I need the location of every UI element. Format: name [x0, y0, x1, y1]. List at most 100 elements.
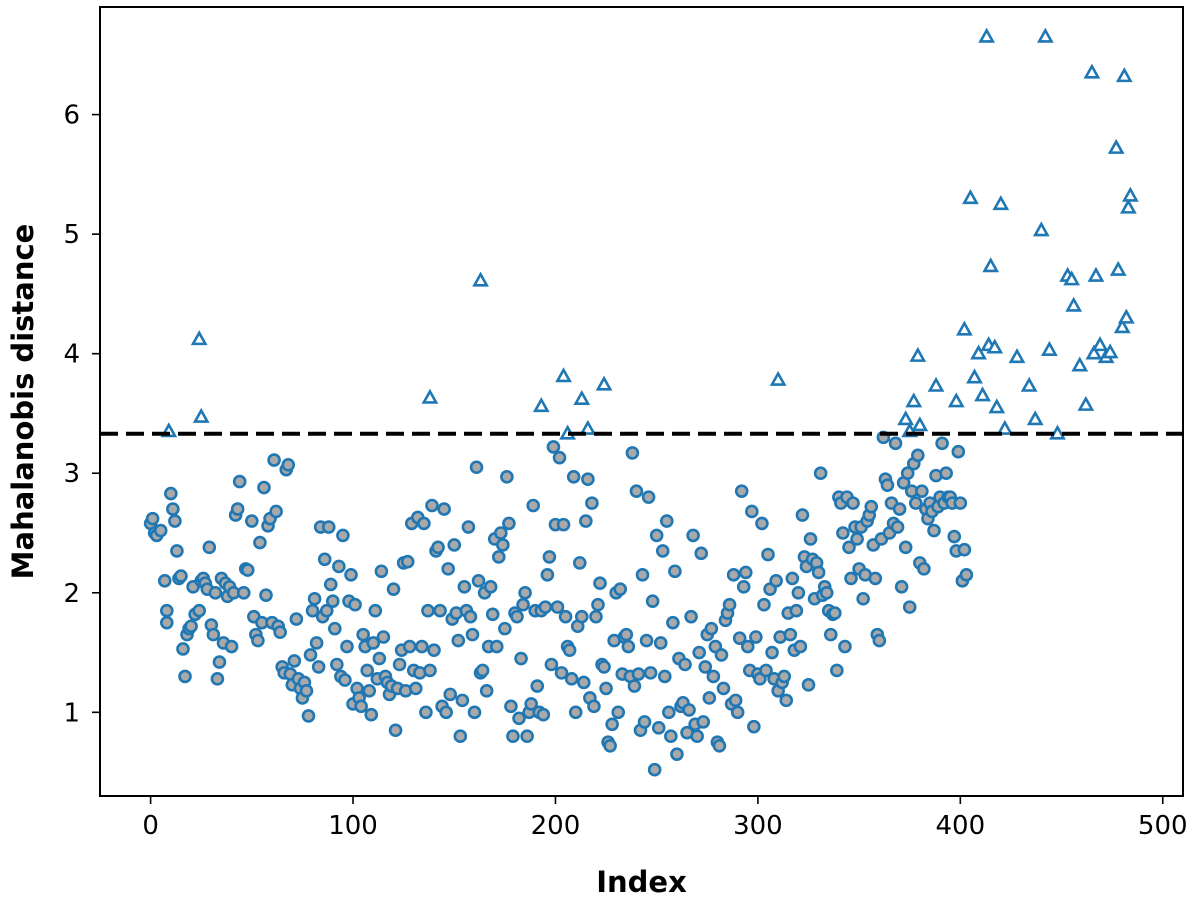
- data-point-circle: [408, 681, 423, 696]
- data-point-triangle: [1026, 410, 1044, 426]
- data-point-circle: [657, 669, 672, 684]
- data-point-triangle: [988, 398, 1006, 414]
- data-point-circle: [439, 705, 453, 720]
- plot-frame: [99, 6, 1184, 797]
- data-point-circle: [789, 603, 804, 618]
- data-points: [143, 27, 1139, 777]
- data-point-circle: [550, 600, 565, 614]
- data-point-circle: [686, 528, 700, 543]
- data-point-circle: [589, 609, 603, 624]
- data-point-circle: [433, 603, 447, 618]
- data-point-circle: [502, 516, 516, 531]
- data-point-circle: [564, 672, 579, 686]
- data-point-triangle: [909, 346, 927, 362]
- data-point-circle: [419, 705, 433, 720]
- data-point-circle: [506, 729, 520, 744]
- y-tick-label: 2: [63, 579, 80, 609]
- data-point-circle: [664, 729, 678, 744]
- data-point-circle: [236, 585, 251, 600]
- data-point-triangle: [472, 271, 489, 287]
- data-point-circle: [287, 654, 302, 668]
- data-point-circle: [386, 582, 401, 596]
- data-point-circle: [880, 478, 895, 492]
- data-point-circle: [655, 544, 670, 558]
- data-point-circle: [755, 516, 769, 531]
- data-point-triangle: [1109, 260, 1127, 276]
- x-tick-label: 100: [328, 811, 378, 841]
- data-point-circle: [777, 669, 792, 684]
- data-point-circle: [645, 594, 660, 608]
- data-point-circle: [552, 450, 567, 465]
- data-point-circle: [232, 474, 247, 489]
- data-point-circle: [900, 466, 915, 481]
- data-point-circle: [210, 672, 225, 686]
- data-point-circle: [299, 683, 314, 698]
- data-point-circle: [704, 621, 719, 636]
- data-point-circle: [338, 673, 352, 687]
- data-point-circle: [485, 607, 500, 622]
- data-point-triangle: [1077, 395, 1095, 411]
- data-point-circle: [581, 472, 595, 487]
- data-point-circle: [637, 715, 652, 729]
- data-point-circle: [791, 585, 806, 600]
- data-point-triangle: [986, 338, 1004, 354]
- x-axis-ticks: 0 100 200 300 400 500: [142, 796, 1188, 841]
- data-point-circle: [494, 526, 508, 540]
- data-point-circle: [556, 517, 571, 532]
- data-point-circle: [643, 666, 658, 680]
- x-tick-label: 500: [1138, 811, 1188, 841]
- data-point-circle: [427, 643, 441, 657]
- data-point-circle: [192, 603, 206, 618]
- data-point-triangle: [1107, 138, 1125, 154]
- data-point-circle: [281, 458, 296, 472]
- data-point-circle: [530, 679, 545, 693]
- data-point-circle: [846, 496, 860, 510]
- data-point-circle: [890, 520, 905, 534]
- data-point-circle: [259, 588, 273, 602]
- data-point-triangle: [192, 407, 210, 423]
- data-point-circle: [605, 717, 619, 732]
- data-point-circle: [356, 627, 370, 642]
- data-point-circle: [823, 627, 838, 642]
- data-point-circle: [902, 600, 917, 614]
- x-axis-label: Index: [596, 865, 687, 899]
- data-point-triangle: [1032, 221, 1050, 237]
- data-point-circle: [783, 627, 798, 642]
- data-point-circle: [730, 705, 745, 720]
- data-point-triangle: [911, 416, 929, 432]
- data-point-circle: [421, 603, 435, 618]
- data-point-circle: [212, 655, 227, 669]
- data-point-circle: [461, 520, 476, 534]
- data-point-circle: [160, 603, 174, 618]
- y-tick-label: 3: [63, 459, 80, 489]
- data-point-circle: [747, 719, 761, 734]
- data-point-circle: [757, 597, 771, 612]
- data-point-circle: [168, 514, 182, 528]
- data-point-circle: [471, 574, 486, 588]
- data-point-circle: [670, 747, 684, 761]
- data-point-triangle: [1101, 343, 1119, 359]
- data-point-circle: [465, 627, 480, 642]
- data-point-circle: [160, 615, 174, 630]
- data-point-circle: [726, 568, 741, 582]
- y-tick-label: 6: [63, 101, 80, 131]
- data-point-circle: [431, 540, 445, 555]
- data-point-triangle: [579, 419, 597, 435]
- data-point-circle: [463, 609, 478, 624]
- data-point-circle: [489, 639, 504, 654]
- data-point-circle: [240, 563, 255, 577]
- data-point-circle: [526, 498, 541, 513]
- data-point-circle: [603, 738, 617, 753]
- data-point-circle: [174, 569, 188, 583]
- data-point-circle: [935, 436, 949, 451]
- data-point-circle: [694, 546, 709, 561]
- data-point-circle: [364, 707, 379, 722]
- data-point-circle: [348, 597, 362, 612]
- data-point-circle: [947, 529, 962, 544]
- data-point-circle: [540, 568, 555, 582]
- data-point-circle: [455, 693, 470, 708]
- data-point-circle: [759, 663, 773, 678]
- data-point-circle: [803, 532, 818, 546]
- data-point-circle: [425, 498, 439, 513]
